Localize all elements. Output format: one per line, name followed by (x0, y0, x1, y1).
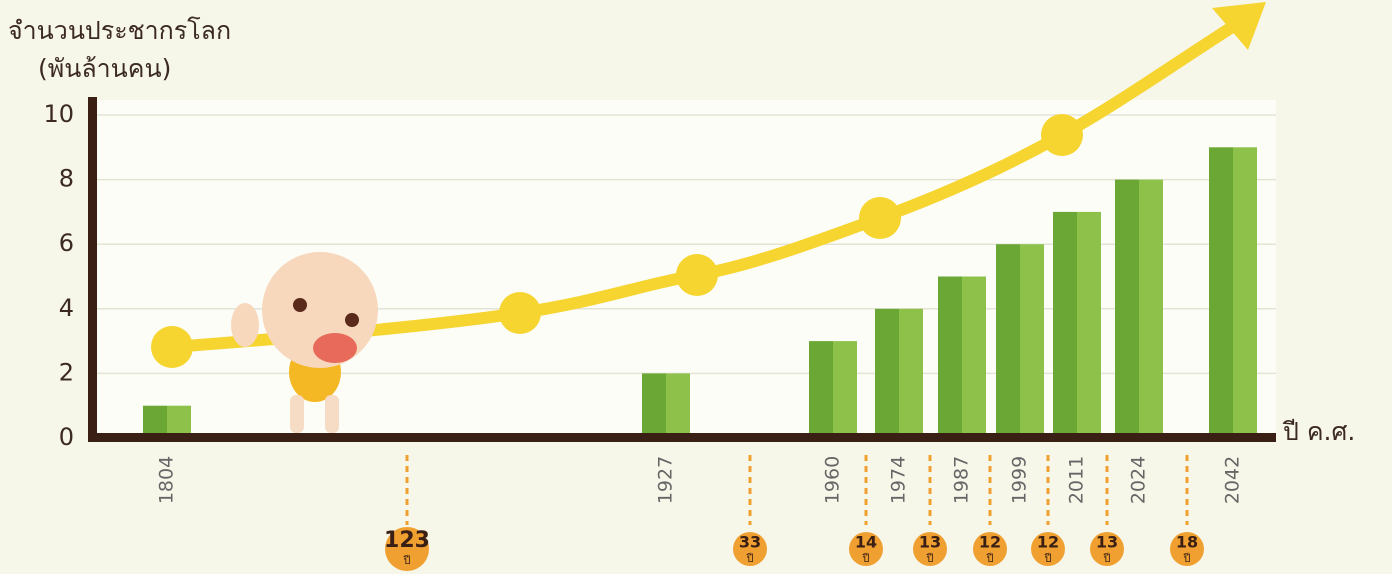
x-axis-title: ปี ค.ศ. (1282, 417, 1355, 446)
bar (875, 309, 923, 438)
y-tick-label: 2 (59, 358, 74, 386)
interval-years: 12 (979, 533, 1001, 552)
interval-unit: ปี (1043, 552, 1051, 565)
bar (642, 373, 690, 438)
y-axis-unit: (พันล้านคน) (38, 54, 171, 83)
x-tick-label: 1804 (156, 456, 178, 504)
x-tick-label: 2024 (1128, 456, 1150, 504)
y-tick-label: 6 (59, 229, 74, 257)
interval-years: 13 (1096, 533, 1118, 552)
y-axis (88, 97, 97, 442)
x-tick-label: 1974 (888, 456, 910, 504)
y-tick-label: 4 (59, 294, 74, 322)
x-axis (88, 433, 1276, 442)
bar (938, 277, 986, 439)
interval-unit: ปี (402, 554, 410, 567)
interval-unit: ปี (985, 552, 993, 565)
interval-years: 18 (1176, 533, 1198, 552)
x-tick-label: 1987 (951, 456, 973, 504)
chart: จำนวนประชากรโลก (พันล้านคน) ปี ค.ศ. 123ป… (0, 0, 1392, 574)
x-tick-label: 1960 (822, 456, 844, 504)
interval-years: 123 (384, 528, 430, 553)
x-tick-label: 1927 (655, 456, 677, 504)
y-tick-label: 0 (59, 423, 74, 451)
bar (1053, 212, 1101, 438)
interval-unit: ปี (861, 552, 869, 565)
interval-unit: ปี (1182, 552, 1190, 565)
bar (996, 244, 1044, 438)
interval-unit: ปี (925, 552, 933, 565)
interval-years: 13 (919, 533, 941, 552)
y-tick-label: 8 (59, 165, 74, 193)
x-tick-label: 1999 (1009, 456, 1031, 504)
interval-years: 33 (739, 533, 761, 552)
interval-unit: ปี (745, 552, 753, 565)
x-tick-label: 2042 (1222, 456, 1244, 504)
y-tick-label: 10 (43, 100, 74, 128)
bar (1115, 180, 1163, 438)
x-tick-label: 2011 (1066, 456, 1088, 504)
interval-years: 12 (1037, 533, 1059, 552)
bar (809, 341, 857, 438)
interval-years: 14 (855, 533, 877, 552)
bar (1209, 147, 1257, 438)
interval-unit: ปี (1102, 552, 1110, 565)
y-axis-title: จำนวนประชากรโลก (8, 16, 231, 45)
